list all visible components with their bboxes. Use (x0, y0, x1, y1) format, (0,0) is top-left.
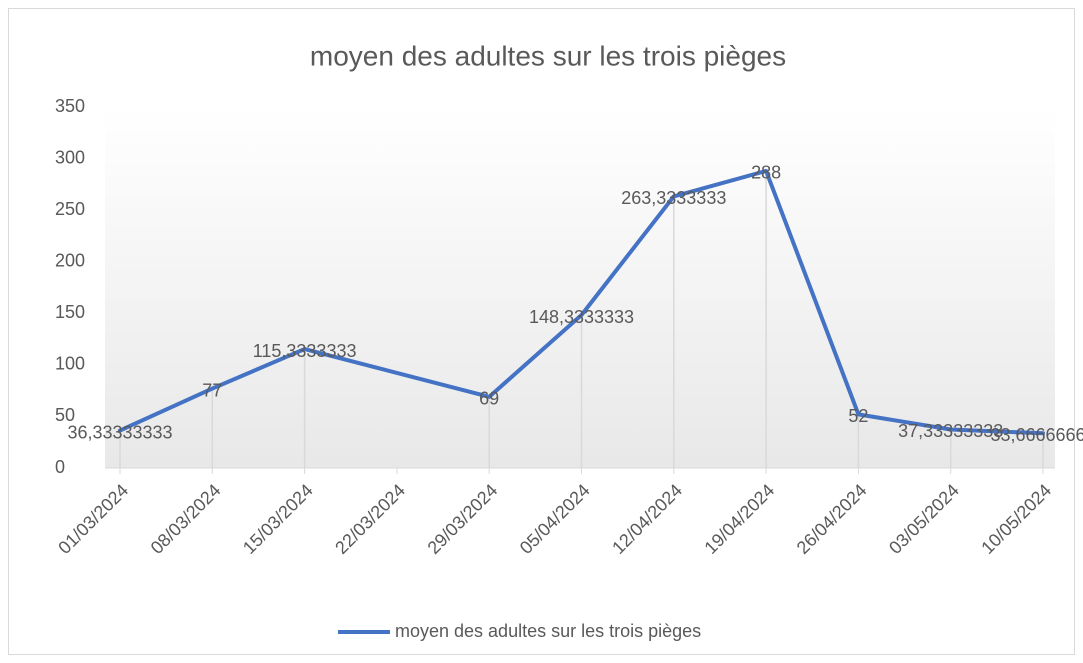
data-label: 36,33333333 (67, 422, 172, 442)
data-label: 77 (202, 380, 222, 400)
y-tick-label: 350 (55, 96, 85, 116)
y-tick-label: 200 (55, 250, 85, 270)
data-label: 37,33333333 (898, 421, 1003, 441)
data-label: 115,3333333 (253, 341, 357, 361)
data-label: 33,66666667 (990, 425, 1083, 445)
legend-label: moyen des adultes sur les trois pièges (395, 621, 701, 641)
data-label: 263,3333333 (621, 188, 726, 208)
y-tick-label: 150 (55, 302, 85, 322)
y-tick-label: 50 (55, 405, 75, 425)
plot-area (105, 107, 1055, 468)
y-tick-label: 0 (55, 457, 65, 477)
data-label: 148,3333333 (529, 307, 634, 327)
chart-title: moyen des adultes sur les trois pièges (310, 40, 786, 71)
y-tick-label: 100 (55, 354, 85, 374)
line-series (118, 168, 1045, 436)
data-label: 52 (848, 406, 868, 426)
y-tick-label: 250 (55, 199, 85, 219)
y-tick-label: 300 (55, 147, 85, 167)
data-label: 288 (751, 163, 781, 183)
data-label: 69 (479, 389, 499, 409)
